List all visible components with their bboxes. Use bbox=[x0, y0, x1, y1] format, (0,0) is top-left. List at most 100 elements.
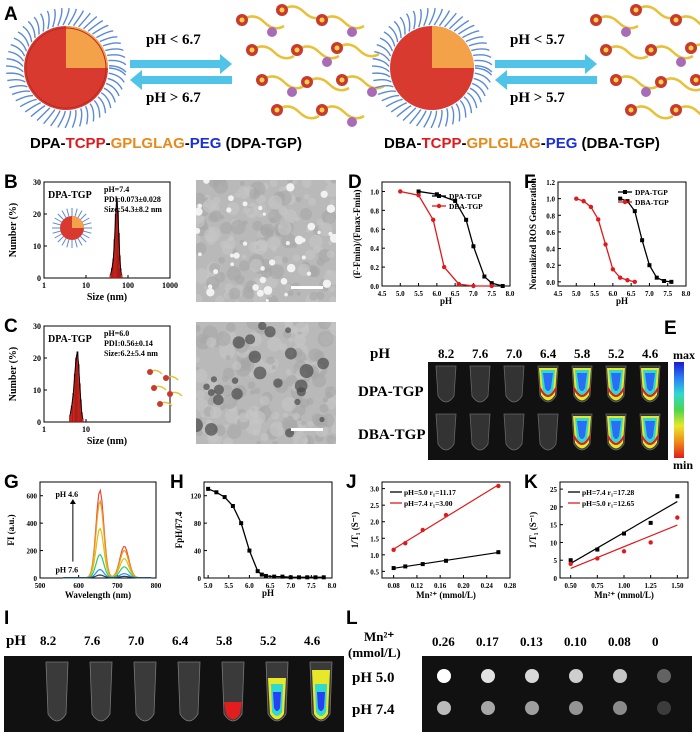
panel-e-ph-value: 6.4 bbox=[540, 346, 557, 361]
nanoparticle bbox=[322, 279, 332, 288]
x-tick-label: 800 bbox=[151, 582, 162, 590]
x-tick-label: 7.0 bbox=[645, 290, 654, 298]
plot-frame bbox=[203, 481, 333, 579]
data-point bbox=[431, 217, 436, 223]
panel-l-conc-value: 0 bbox=[652, 634, 659, 649]
data-point bbox=[456, 281, 461, 287]
panel-l-mn-label: Mn²⁺ bbox=[364, 629, 395, 644]
data-point bbox=[416, 193, 421, 198]
histogram-title: DPA-TGP bbox=[48, 334, 92, 345]
nanoparticle bbox=[268, 259, 276, 266]
y-tick-label: 30 bbox=[33, 178, 41, 187]
spectra-annotation-bottom: pH 7.6 bbox=[55, 566, 78, 575]
data-point bbox=[595, 556, 600, 561]
gaussian-fit bbox=[69, 351, 84, 419]
nanoparticle bbox=[258, 205, 263, 211]
aggregate bbox=[231, 388, 243, 400]
panel-label-g: G bbox=[4, 472, 19, 493]
mri-phantom-spot bbox=[613, 701, 627, 715]
ph-condition-right-up: pH < 5.7 bbox=[510, 32, 565, 48]
tube-dark bbox=[435, 365, 457, 403]
series-line bbox=[576, 198, 635, 283]
panel-l-conc-value: 0.10 bbox=[564, 634, 587, 649]
x-tick-label: 10 bbox=[82, 425, 90, 434]
y-axis-label: FpH/F7.4 bbox=[174, 511, 184, 548]
nanoparticle bbox=[329, 233, 336, 243]
y-tick-label: 0.0 bbox=[370, 283, 379, 291]
data-point bbox=[313, 575, 318, 580]
nanoparticle bbox=[242, 201, 248, 207]
formula-right: DBA-TCPP-GPLGLAG-PEG (DBA-TGP) bbox=[384, 135, 660, 152]
panel-e-ph-label: pH bbox=[370, 346, 391, 362]
chart-k-relaxivity: 0.50 0.75 1.00 1.25 1.50 0 5 10 15 20 25 Mn²⁺ (mmol… bbox=[528, 481, 689, 600]
x-axis-label: Wavelength (nm) bbox=[65, 590, 131, 600]
nanoparticle bbox=[262, 212, 266, 216]
data-point bbox=[206, 486, 211, 491]
polymer-particle bbox=[347, 117, 357, 127]
x-tick-label: 7.5 bbox=[307, 582, 316, 590]
y-tick-label: 2.0 bbox=[370, 519, 379, 527]
polymer-particle bbox=[322, 57, 332, 67]
y-axis-label: Number (%) bbox=[8, 203, 19, 258]
chart-d-fluorescence: 4.5 5.0 5.5 6.0 6.5 7.0 7.5 8.0 0.0 0.2 0.4 0.6 0.8 1… bbox=[352, 181, 515, 306]
y-tick-label: 2.5 bbox=[370, 502, 379, 510]
y-tick-label: 200 bbox=[27, 548, 38, 556]
x-axis-label: Size (nm) bbox=[87, 292, 127, 303]
panel-label-e: E bbox=[664, 318, 677, 339]
legend-label: pH=7.4 r₁=3.00 bbox=[404, 499, 453, 508]
x-axis-label: Size (nm) bbox=[87, 436, 127, 447]
legend-label: DPA-TGP bbox=[449, 192, 482, 201]
data-point bbox=[568, 558, 573, 563]
legend-label: pH=7.4 r₁=17.28 bbox=[582, 488, 635, 497]
data-point bbox=[662, 279, 667, 284]
data-point bbox=[222, 495, 227, 500]
y-tick-label: 1.5 bbox=[370, 535, 379, 543]
plot-frame bbox=[381, 481, 511, 579]
x-tick-label: 6.0 bbox=[245, 582, 254, 590]
y-tick-label: 10 bbox=[33, 242, 41, 251]
panel-label-d: D bbox=[348, 172, 362, 193]
chart-h-ratio: 5.05.56.06.57.07.58.004080120pHFpH/F7.4F… bbox=[174, 481, 337, 598]
data-point bbox=[568, 561, 573, 566]
x-tick-label: 1.25 bbox=[645, 582, 658, 590]
data-point bbox=[675, 494, 680, 499]
y-tick-label: 80 bbox=[194, 520, 202, 528]
panel-l-row-ph50: pH 5.0 bbox=[352, 670, 395, 686]
panel-label-a: A bbox=[4, 4, 18, 25]
x-tick-label: 5.0 bbox=[396, 290, 405, 298]
peptide-chain bbox=[336, 43, 380, 58]
x-tick-label: 7.5 bbox=[663, 290, 672, 298]
x-tick-label: 6.0 bbox=[432, 290, 441, 298]
data-point bbox=[443, 512, 449, 518]
data-point bbox=[496, 550, 501, 555]
aggregate bbox=[213, 384, 224, 395]
y-tick-label: 0.5 bbox=[370, 568, 379, 576]
data-point bbox=[391, 547, 396, 553]
fit-line bbox=[570, 524, 678, 569]
x-tick-label: 1.50 bbox=[671, 582, 684, 590]
x-tick-label: 0.28 bbox=[504, 582, 517, 590]
y-tick-label: 0 bbox=[37, 274, 41, 283]
nanoparticle bbox=[301, 255, 306, 260]
panel-label-l: L bbox=[346, 608, 358, 629]
data-point bbox=[500, 284, 505, 288]
nanoparticle bbox=[230, 262, 235, 267]
y-axis-label: FI (a.u.) bbox=[6, 514, 16, 545]
aggregate bbox=[273, 378, 283, 388]
aggregate bbox=[204, 422, 218, 436]
histogram-annotation: pH=7.4 bbox=[104, 185, 129, 194]
nanoparticle bbox=[196, 207, 203, 216]
legend-label: pH=5.0 r₁=11.17 bbox=[404, 488, 456, 497]
x-tick-label: 500 bbox=[35, 582, 46, 590]
nanoparticle bbox=[256, 289, 264, 297]
tube-dark bbox=[469, 413, 491, 451]
legend-label: DBA-TGP bbox=[449, 202, 483, 211]
y-tick-label: 0 bbox=[554, 575, 558, 583]
histogram-annotation: pH=6.0 bbox=[104, 329, 129, 338]
panel-label-j: J bbox=[346, 472, 357, 493]
y-tick-label: 0.6 bbox=[370, 226, 379, 234]
data-point bbox=[603, 242, 608, 247]
chart-b-size-distribution: 1 10 100 1000 0 10 20 30 Size (nm) Number (%) DPA-… bbox=[8, 178, 178, 303]
panel-i-ph-value: 8.2 bbox=[40, 633, 57, 648]
tube-dark bbox=[503, 413, 525, 451]
